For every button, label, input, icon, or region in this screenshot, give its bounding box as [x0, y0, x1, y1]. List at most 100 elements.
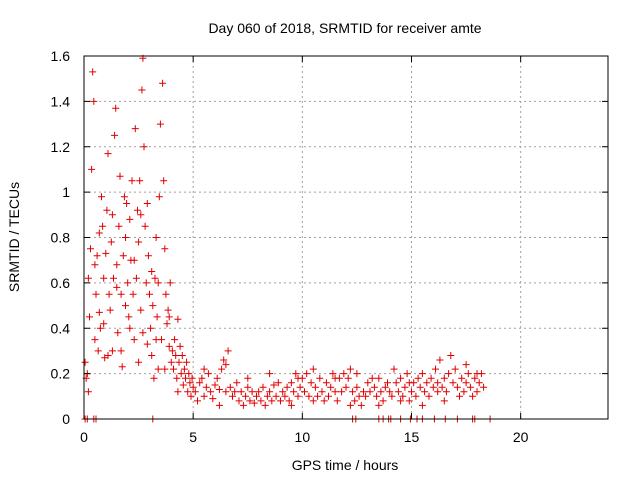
data-point: [115, 222, 123, 230]
data-point: [239, 401, 247, 409]
data-point: [104, 150, 112, 158]
data-point: [475, 379, 483, 387]
data-point: [158, 336, 165, 344]
data-point: [194, 397, 201, 405]
data-point: [90, 97, 98, 105]
data-point: [314, 392, 322, 400]
data-point: [451, 365, 459, 373]
data-point: [263, 392, 271, 400]
data-point: [177, 370, 185, 378]
data-point: [355, 392, 363, 400]
data-point: [386, 388, 394, 396]
data-points: [81, 54, 494, 423]
data-point: [180, 365, 188, 373]
data-point: [397, 397, 405, 405]
data-point: [283, 383, 291, 391]
data-point: [375, 401, 383, 409]
data-point: [161, 365, 169, 373]
data-point: [140, 143, 148, 151]
data-point: [370, 383, 378, 391]
data-point: [436, 356, 444, 364]
data-point: [309, 365, 317, 373]
data-point: [349, 388, 357, 396]
data-point: [346, 365, 354, 373]
data-point: [218, 365, 226, 373]
data-point: [96, 324, 104, 332]
data-point: [215, 386, 223, 393]
data-point: [364, 379, 372, 387]
x-tick-label: 10: [295, 429, 311, 445]
data-point: [397, 374, 405, 382]
data-point: [191, 388, 199, 396]
data-point: [301, 388, 308, 396]
data-point: [184, 388, 192, 396]
data-point: [106, 306, 114, 314]
data-point: [266, 370, 274, 378]
data-point: [366, 388, 374, 396]
data-point: [418, 401, 426, 409]
data-point: [110, 274, 117, 282]
data-point: [464, 370, 472, 378]
data-point: [174, 388, 182, 396]
x-tick-label: 20: [513, 429, 529, 445]
data-point: [187, 392, 195, 400]
data-point: [124, 279, 132, 287]
data-point: [215, 401, 223, 409]
data-point: [471, 374, 479, 382]
data-point: [88, 165, 96, 173]
data-point: [113, 261, 121, 269]
data-point: [440, 374, 448, 382]
data-point: [95, 229, 103, 237]
data-point: [147, 324, 155, 332]
data-point: [405, 397, 413, 405]
data-point: [272, 392, 280, 400]
data-point: [135, 358, 143, 366]
data-point: [135, 238, 143, 246]
data-point: [469, 392, 477, 400]
y-tick-label: 0.2: [51, 366, 71, 382]
data-point: [130, 256, 138, 264]
data-point: [174, 315, 182, 323]
data-point: [100, 274, 108, 282]
data-point: [353, 383, 361, 391]
data-point: [207, 388, 215, 396]
data-point: [233, 379, 241, 387]
data-point: [176, 342, 184, 350]
data-point: [119, 252, 127, 260]
data-point: [161, 245, 169, 253]
data-point: [449, 379, 457, 387]
data-point: [303, 370, 311, 378]
data-point: [287, 401, 295, 409]
data-point: [416, 383, 424, 391]
data-point: [296, 383, 304, 391]
y-axis-label: SRMTID / TECUs: [6, 182, 22, 292]
data-point: [462, 361, 470, 369]
data-point: [182, 374, 189, 382]
data-point: [480, 383, 488, 391]
data-point: [392, 379, 400, 387]
data-point: [222, 361, 230, 369]
data-point: [329, 370, 337, 378]
data-point: [246, 397, 254, 405]
data-point: [325, 392, 332, 400]
data-point: [173, 374, 181, 382]
data-point: [432, 365, 439, 373]
data-point: [134, 206, 141, 214]
data-point: [143, 340, 151, 348]
data-point: [442, 388, 450, 396]
data-point: [344, 374, 352, 382]
data-point: [209, 395, 217, 403]
data-point: [165, 313, 173, 321]
data-point: [248, 388, 256, 396]
data-point: [453, 383, 461, 391]
data-point: [440, 397, 448, 405]
data-point: [311, 383, 319, 391]
data-point: [373, 392, 381, 400]
data-point: [204, 370, 212, 378]
data-point: [445, 370, 453, 378]
data-point: [384, 379, 391, 387]
data-point: [153, 313, 161, 321]
data-point: [456, 392, 463, 400]
data-point: [390, 365, 398, 373]
data-point: [401, 383, 409, 391]
